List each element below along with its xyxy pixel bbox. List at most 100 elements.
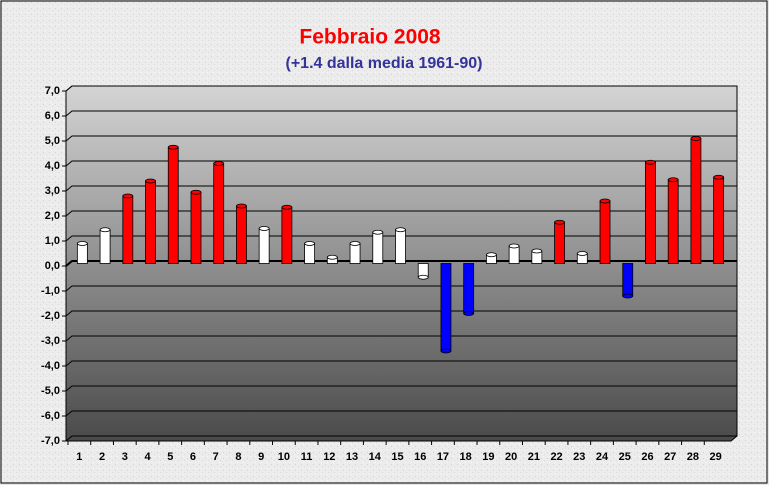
bar (122, 195, 134, 264)
bar (645, 161, 656, 264)
y-tick-label: -7,0 (41, 435, 60, 447)
bar-cap (554, 219, 565, 225)
bar-cap (99, 227, 111, 233)
bar-cap (122, 193, 134, 199)
bar-cap (145, 178, 156, 184)
bar-cap (417, 274, 429, 280)
bar (372, 231, 384, 264)
x-tick-label: 14 (369, 451, 382, 463)
bar-cap (304, 241, 316, 246)
bar (99, 229, 111, 264)
y-tick-label: -5,0 (41, 385, 60, 397)
bar (349, 243, 361, 264)
x-tick-label: 3 (122, 451, 128, 463)
grid-line (65, 185, 737, 192)
y-tick-label: 2,0 (45, 210, 60, 222)
bar-cap (213, 161, 225, 166)
bar (690, 138, 702, 264)
bar (395, 229, 406, 264)
x-tick-label: 4 (144, 451, 151, 463)
bar-cap (258, 226, 270, 231)
bar (190, 191, 202, 264)
x-tick-label: 5 (167, 451, 173, 463)
grid-line (65, 210, 737, 217)
bar (508, 245, 520, 264)
y-tick-label: -4,0 (41, 360, 60, 372)
bar-cap (667, 177, 679, 183)
x-tick-label: 24 (596, 451, 609, 463)
bar-cap (576, 251, 588, 256)
x-tick-label: 10 (278, 451, 290, 463)
bar-cap (463, 311, 475, 316)
y-tick-label: 6,0 (45, 110, 60, 122)
bar-cap (485, 252, 497, 258)
x-tick-label: 12 (323, 451, 335, 463)
y-tick-label: 4,0 (45, 160, 60, 172)
bar (554, 221, 565, 264)
x-tick-label: 19 (482, 451, 494, 463)
bar (599, 200, 611, 264)
grid-line (65, 335, 737, 342)
y-tick-label: -6,0 (41, 410, 60, 422)
grid-line (65, 160, 737, 167)
grid-line (65, 235, 737, 242)
bar (304, 243, 316, 264)
x-tick-label: 11 (301, 451, 313, 463)
x-tick-label: 2 (99, 451, 105, 463)
x-tick-label: 25 (619, 451, 631, 463)
x-tick-label: 21 (528, 451, 540, 463)
y-tick-label: -2,0 (41, 310, 60, 322)
bar-cap (440, 348, 452, 354)
x-tick-label: 1 (76, 451, 82, 463)
y-tick-label: -3,0 (41, 335, 60, 347)
y-tick-label: -1,0 (41, 285, 60, 297)
bar-cap (395, 227, 406, 233)
x-tick-label: 17 (437, 451, 449, 463)
x-tick-label: 23 (573, 451, 585, 463)
x-tick-label: 22 (550, 451, 562, 463)
x-tick-label: 18 (460, 451, 472, 463)
chart-subtitle: (+1.4 dalla media 1961-90) (286, 55, 483, 72)
bar-cap (167, 144, 179, 150)
grid-line (65, 385, 737, 392)
grid-line (65, 310, 737, 317)
grid-line (65, 285, 737, 292)
bar (281, 206, 293, 264)
x-tick-label: 29 (710, 451, 722, 463)
grid-line (65, 360, 737, 367)
y-tick-label: 3,0 (45, 185, 60, 197)
grid-line (65, 110, 737, 117)
x-tick-label: 16 (414, 451, 426, 463)
bar-cap (531, 248, 543, 254)
bar-cap (508, 243, 520, 249)
y-tick-label: 0,0 (45, 260, 60, 272)
bar-cap (645, 159, 656, 165)
bar-cap (372, 229, 384, 235)
bar-cap (713, 174, 725, 180)
x-tick-label: 28 (687, 451, 699, 463)
bar-cap (190, 189, 202, 195)
bar (213, 163, 225, 264)
bar (622, 263, 634, 297)
grid-line (65, 135, 737, 142)
chart-title: Febbraio 2008 (299, 26, 441, 49)
bar-cap (281, 204, 293, 210)
bar (440, 263, 452, 352)
bar (463, 263, 475, 314)
x-tick-label: 20 (505, 451, 517, 463)
x-tick-label: 7 (213, 451, 219, 463)
bar (167, 146, 179, 264)
bar-cap (236, 203, 247, 209)
x-tick-label: 8 (235, 451, 241, 463)
bar (258, 228, 270, 264)
x-tick-label: 6 (190, 451, 196, 463)
bar-cap (599, 198, 611, 204)
x-tick-label: 26 (641, 451, 653, 463)
bar (76, 243, 88, 264)
y-tick-label: 7,0 (45, 85, 60, 97)
bar (145, 180, 156, 264)
bar-cap (326, 254, 338, 260)
bar-cap (622, 293, 634, 299)
